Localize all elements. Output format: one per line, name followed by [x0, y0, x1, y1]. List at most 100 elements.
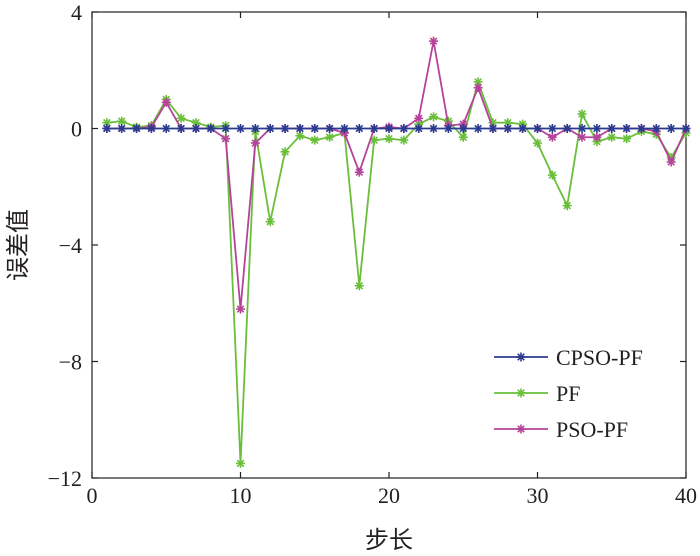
- data-point: [547, 132, 557, 142]
- data-point: [236, 304, 245, 314]
- data-point: [339, 124, 349, 133]
- data-point: [607, 124, 617, 133]
- series-PSO-PF: [102, 36, 691, 314]
- legend-marker: [516, 352, 526, 362]
- legend-entry: PSO-PF: [494, 417, 628, 442]
- data-point: [592, 132, 602, 142]
- data-point: [399, 124, 409, 133]
- data-point: [666, 124, 676, 133]
- x-tick-label: 40: [675, 483, 697, 508]
- data-point: [295, 124, 305, 133]
- data-point: [577, 132, 587, 142]
- data-point: [250, 138, 260, 148]
- data-point: [384, 124, 394, 133]
- plot-frame: [91, 11, 687, 479]
- data-point: [414, 113, 424, 123]
- y-axis-title: 误差值: [4, 209, 32, 281]
- axis-ticks: [91, 11, 687, 479]
- data-point: [622, 134, 632, 144]
- legend-marker: [516, 424, 526, 434]
- data-point: [176, 113, 186, 123]
- data-point: [132, 124, 142, 133]
- data-point: [250, 124, 260, 133]
- data-point: [265, 124, 275, 133]
- y-tick-label: −12: [48, 466, 82, 491]
- y-tick-label: 0: [71, 117, 82, 142]
- data-point: [161, 97, 171, 107]
- data-point: [577, 124, 587, 133]
- data-point: [265, 217, 275, 227]
- data-point: [562, 201, 572, 211]
- data-point: [369, 124, 379, 133]
- data-point: [354, 124, 364, 133]
- data-point: [636, 124, 646, 133]
- data-point: [221, 134, 231, 144]
- data-point: [354, 167, 364, 177]
- y-tick-label: 4: [71, 0, 82, 25]
- data-point: [443, 124, 453, 133]
- data-point: [666, 157, 676, 167]
- data-point: [325, 132, 335, 142]
- legend-label: PF: [556, 381, 580, 406]
- x-tick-label: 10: [230, 483, 252, 508]
- data-point: [161, 124, 171, 133]
- data-point: [146, 124, 156, 133]
- series-CPSO-PF: [102, 124, 691, 133]
- series-PF: [102, 77, 691, 468]
- data-point: [191, 124, 201, 133]
- series-layer: [102, 36, 691, 468]
- data-point: [473, 124, 483, 133]
- data-point: [325, 124, 335, 133]
- data-point: [354, 281, 364, 291]
- data-point: [369, 135, 379, 145]
- data-point: [533, 138, 542, 148]
- data-point: [236, 124, 245, 133]
- legend-marker: [516, 388, 526, 398]
- data-point: [429, 124, 439, 133]
- data-point: [102, 124, 112, 133]
- data-point: [458, 132, 468, 142]
- data-point: [622, 124, 632, 133]
- data-point: [310, 135, 320, 145]
- data-point: [547, 170, 557, 180]
- data-point: [488, 124, 498, 133]
- data-point: [399, 135, 409, 145]
- data-point: [681, 124, 691, 133]
- data-point: [206, 124, 216, 133]
- legend-label: CPSO-PF: [556, 345, 643, 370]
- data-point: [117, 124, 127, 133]
- x-tick-label: 0: [87, 483, 98, 508]
- legend-entry: PF: [494, 381, 580, 406]
- data-point: [533, 124, 542, 133]
- data-point: [503, 124, 513, 133]
- data-point: [176, 124, 186, 133]
- data-point: [607, 132, 617, 142]
- data-point: [473, 83, 483, 93]
- legend-label: PSO-PF: [556, 417, 628, 442]
- data-point: [577, 109, 587, 119]
- data-point: [310, 124, 320, 133]
- data-point: [280, 147, 290, 157]
- y-tick-label: −4: [59, 233, 82, 258]
- data-point: [384, 134, 394, 144]
- data-point: [429, 112, 439, 122]
- series-line: [106, 40, 687, 310]
- x-tick-label: 20: [378, 483, 400, 508]
- data-point: [280, 124, 290, 133]
- x-tick-label: 30: [527, 483, 549, 508]
- data-point: [562, 124, 572, 133]
- x-axis-title: 步长: [365, 526, 413, 554]
- legend: CPSO-PF PF PSO-PF: [494, 345, 643, 442]
- data-point: [518, 124, 528, 133]
- data-point: [221, 124, 231, 133]
- data-point: [547, 124, 557, 133]
- legend-entry: CPSO-PF: [494, 345, 643, 370]
- data-point: [414, 124, 424, 133]
- y-tick-label: −8: [59, 350, 82, 375]
- data-point: [458, 124, 468, 133]
- data-point: [651, 124, 661, 133]
- data-point: [429, 36, 439, 46]
- data-point: [236, 458, 245, 468]
